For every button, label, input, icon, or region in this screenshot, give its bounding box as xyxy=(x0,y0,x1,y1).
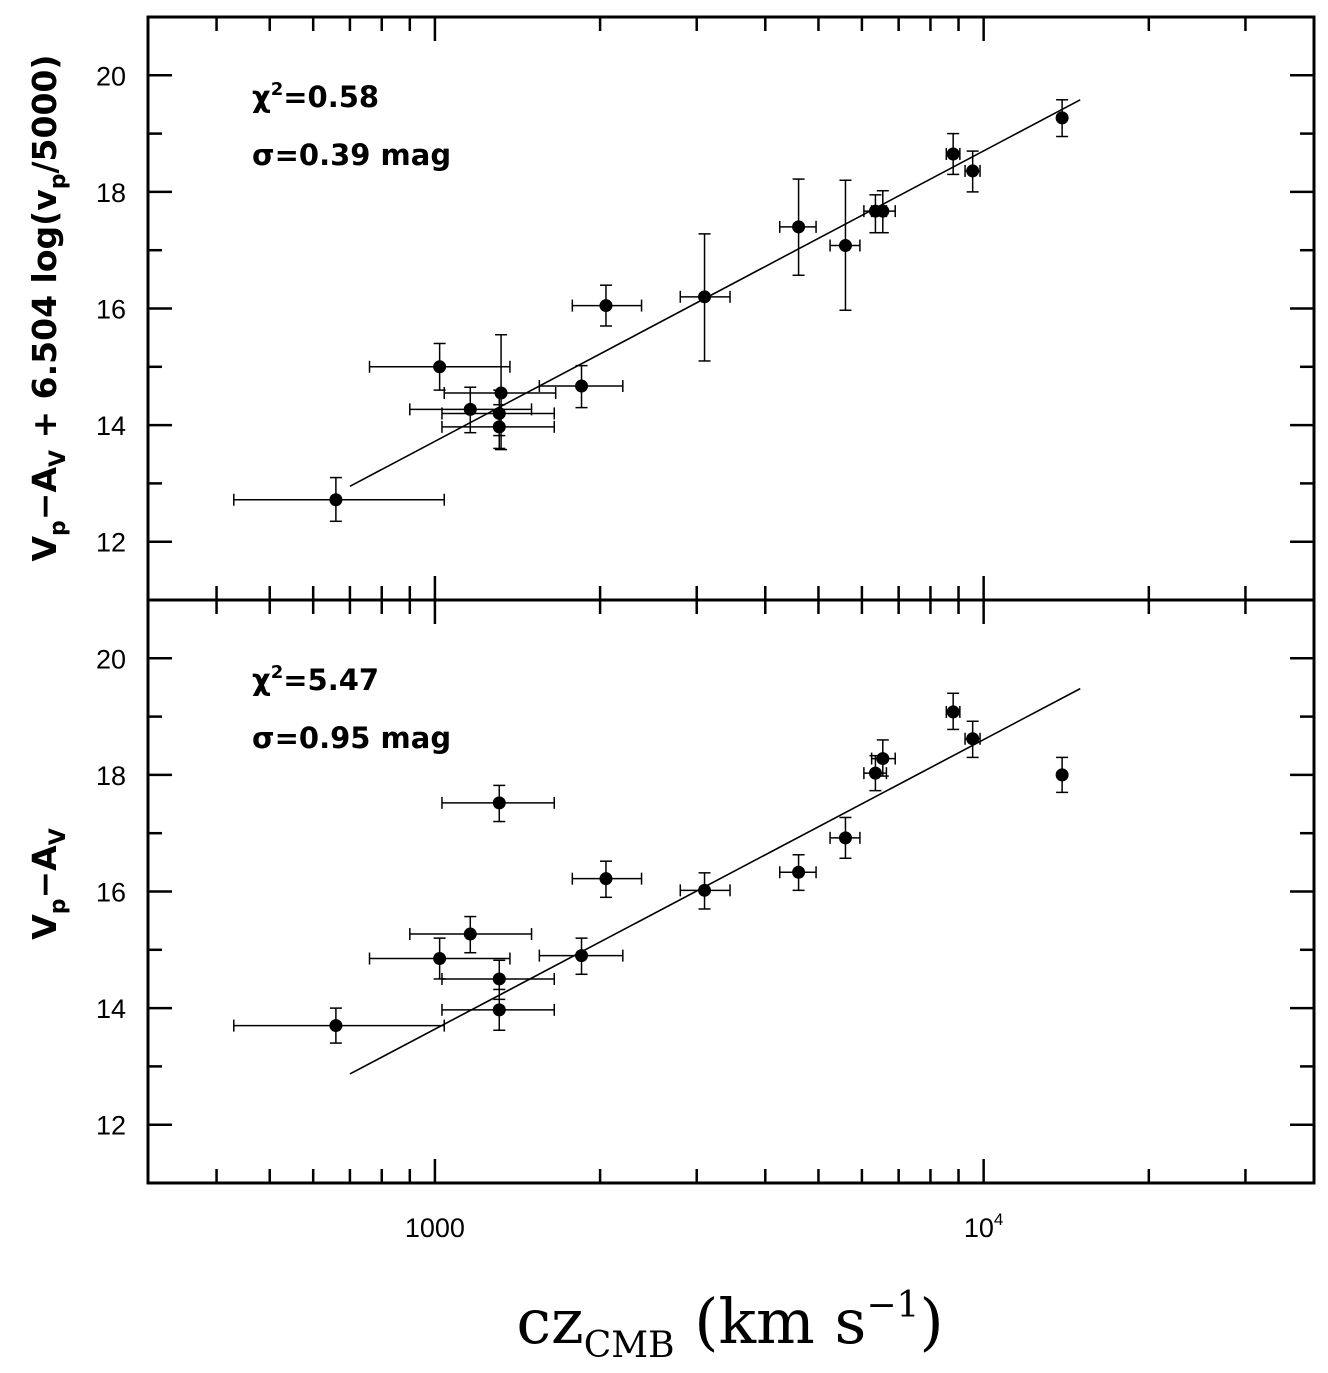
data-point xyxy=(778,854,817,892)
data-point xyxy=(441,988,556,1032)
data-point xyxy=(571,860,643,899)
data-point xyxy=(409,386,533,434)
data-point xyxy=(443,333,557,451)
fit-line xyxy=(349,99,1081,488)
data-marker xyxy=(494,386,508,400)
data-marker xyxy=(792,220,806,234)
data-marker xyxy=(599,872,613,886)
y-tick-label: 18 xyxy=(96,761,126,791)
data-marker xyxy=(575,379,589,393)
data-point xyxy=(964,720,981,759)
data-point xyxy=(679,233,731,362)
y-tick-label: 14 xyxy=(96,994,126,1024)
data-marker xyxy=(329,493,343,507)
bottom-panel: 12 14 16 18 20 χ2=5.47 σ=0.95 mag Vp−AV xyxy=(25,598,1316,1185)
data-point xyxy=(368,342,511,391)
data-point xyxy=(829,179,861,311)
data-point xyxy=(945,132,961,176)
data-marker xyxy=(876,752,890,766)
data-point xyxy=(233,1007,446,1044)
top-panel: 12 14 16 18 20 χ2=0.58 σ=0.39 mag Vp−AV + 6.… xyxy=(25,15,1316,602)
data-point xyxy=(679,872,731,910)
top-y-axis-label: Vp−AV + 6.504 log(vp/5000) xyxy=(25,55,71,562)
top-sigma-stat: σ=0.39 mag xyxy=(252,138,451,172)
data-marker xyxy=(946,147,960,161)
data-marker xyxy=(868,766,882,780)
y-tick-label: 14 xyxy=(96,411,126,441)
y-tick-label: 12 xyxy=(96,1111,126,1141)
data-marker xyxy=(946,705,960,719)
top-panel-points xyxy=(233,99,1069,523)
fit-line xyxy=(349,687,1081,1075)
bottom-panel-points xyxy=(233,692,1069,1044)
data-point xyxy=(870,189,896,234)
data-marker xyxy=(433,952,447,966)
data-point xyxy=(441,784,556,823)
x-tick-label: 104 xyxy=(964,1210,1004,1243)
data-marker xyxy=(492,972,506,986)
data-marker xyxy=(575,949,589,963)
data-marker xyxy=(1055,111,1069,125)
x-axis-label: czCMB (km s−1) xyxy=(516,1285,943,1366)
data-marker xyxy=(698,883,712,897)
data-point xyxy=(829,816,861,860)
data-marker xyxy=(966,732,980,746)
data-marker xyxy=(492,796,506,810)
data-marker xyxy=(599,299,613,313)
bottom-panel-fit-line xyxy=(349,687,1081,1075)
data-marker xyxy=(492,420,506,434)
data-point xyxy=(441,959,556,1001)
data-marker xyxy=(698,290,712,304)
bottom-sigma-stat: σ=0.95 mag xyxy=(252,721,451,755)
data-point xyxy=(870,739,896,777)
data-point xyxy=(1055,99,1069,138)
bottom-chi-squared-stat: χ2=5.47 xyxy=(252,662,379,697)
y-tick-label: 18 xyxy=(96,178,126,208)
y-tick-label: 16 xyxy=(96,295,126,325)
data-marker xyxy=(1055,768,1069,782)
data-point xyxy=(409,915,533,954)
data-marker xyxy=(463,402,477,416)
data-marker xyxy=(463,927,477,941)
data-point xyxy=(441,403,556,450)
y-tick-label: 20 xyxy=(96,61,126,91)
data-point xyxy=(368,937,511,980)
bottom-panel-ticks: 12 14 16 18 20 xyxy=(96,598,1314,1185)
data-point xyxy=(945,692,961,731)
data-marker xyxy=(433,360,447,374)
data-marker xyxy=(492,1003,506,1017)
data-point xyxy=(538,364,624,409)
top-chi-squared-stat: χ2=0.58 xyxy=(252,79,379,114)
data-point xyxy=(571,284,643,327)
data-marker xyxy=(876,204,890,218)
data-point xyxy=(1055,756,1069,794)
data-marker xyxy=(966,164,980,178)
data-point xyxy=(964,150,981,193)
data-point xyxy=(778,178,817,277)
x-tick-label: 1000 xyxy=(405,1213,465,1243)
y-tick-label: 20 xyxy=(96,644,126,674)
y-tick-label: 12 xyxy=(96,528,126,558)
data-marker xyxy=(792,865,806,879)
data-marker xyxy=(329,1019,343,1033)
bottom-y-axis-label: Vp−AV xyxy=(25,828,71,940)
data-marker xyxy=(838,239,852,253)
top-panel-fit-line xyxy=(349,99,1081,488)
x-tick-labels: 1000 104 xyxy=(405,1210,1004,1243)
data-point xyxy=(538,937,624,976)
y-tick-label: 16 xyxy=(96,878,126,908)
data-marker xyxy=(838,831,852,845)
data-point xyxy=(233,476,446,523)
